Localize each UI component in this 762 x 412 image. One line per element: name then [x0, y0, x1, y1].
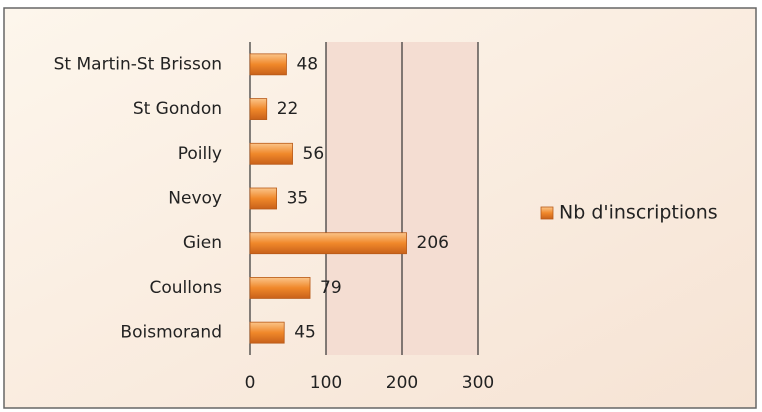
y-tick-label: St Gondon: [133, 99, 222, 119]
bar: [249, 53, 287, 76]
bar: [249, 187, 278, 210]
y-tick-label: Nevoy: [168, 189, 222, 209]
bar: [249, 98, 268, 120]
y-tick-label: St Martin-St Brisson: [54, 54, 222, 74]
legend-label: Nb d'inscriptions: [559, 202, 718, 224]
bar: [249, 232, 407, 255]
y-tick-label: Coullons: [149, 278, 222, 298]
bar: [249, 142, 293, 165]
data-label: 48: [296, 54, 318, 74]
y-tick-label: Boismorand: [120, 323, 222, 343]
data-label: 35: [287, 189, 309, 209]
x-tick-label: 0: [245, 373, 256, 393]
bar: [249, 277, 311, 299]
y-tick-label: Gien: [183, 233, 222, 253]
x-tick-label: 300: [462, 373, 494, 393]
y-tick-label: Poilly: [178, 144, 222, 164]
legend-swatch: [540, 206, 554, 220]
data-label: 56: [303, 144, 325, 164]
data-label: 79: [320, 278, 342, 298]
data-label: 22: [277, 99, 299, 119]
data-label: 45: [294, 323, 316, 343]
bar: [249, 321, 285, 344]
data-label: 206: [417, 233, 449, 253]
x-tick-label: 200: [386, 373, 418, 393]
x-tick-label: 100: [310, 373, 342, 393]
